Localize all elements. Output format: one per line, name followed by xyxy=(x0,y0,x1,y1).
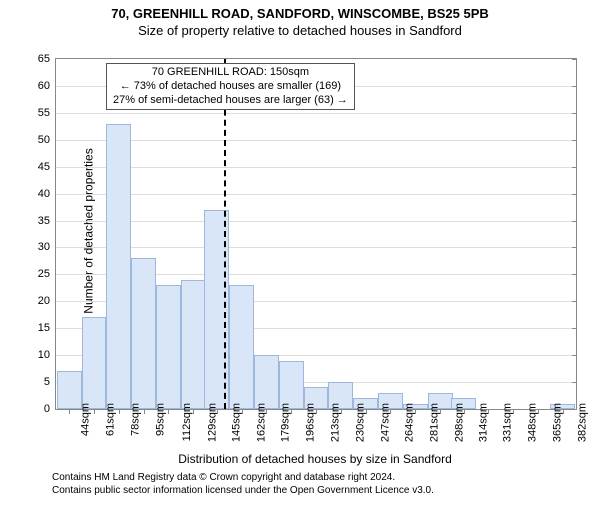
ytick-mark xyxy=(572,140,577,141)
ytick-label: 20 xyxy=(38,295,56,307)
annotation-line2: ← 73% of detached houses are smaller (16… xyxy=(113,80,348,94)
xtick-mark xyxy=(464,409,465,414)
xtick-label: 281sqm xyxy=(429,403,441,442)
ytick-label: 45 xyxy=(38,161,56,173)
xtick-label: 382sqm xyxy=(576,403,588,442)
xtick-label: 230sqm xyxy=(354,403,366,442)
xtick-label: 162sqm xyxy=(255,403,267,442)
histogram-bar xyxy=(229,285,254,409)
ytick-mark xyxy=(572,301,577,302)
footer-attribution: Contains HM Land Registry data © Crown c… xyxy=(52,472,578,497)
title-address: 70, GREENHILL ROAD, SANDFORD, WINSCOMBE,… xyxy=(0,6,600,21)
footer-line2: Contains public sector information licen… xyxy=(52,485,578,498)
xtick-label: 213sqm xyxy=(330,403,342,442)
gridline xyxy=(56,167,576,168)
histogram-bar xyxy=(279,361,304,409)
histogram-bar xyxy=(82,317,107,409)
histogram-bar xyxy=(156,285,181,409)
xtick-mark xyxy=(513,409,514,414)
annotation-line3: 27% of semi-detached houses are larger (… xyxy=(113,94,348,108)
xtick-label: 314sqm xyxy=(477,403,489,442)
gridline xyxy=(56,194,576,195)
ytick-mark xyxy=(572,382,577,383)
ytick-mark xyxy=(572,355,577,356)
gridline xyxy=(56,140,576,141)
ytick-mark xyxy=(572,274,577,275)
ytick-mark xyxy=(572,113,577,114)
ytick-label: 55 xyxy=(38,107,56,119)
gridline xyxy=(56,113,576,114)
xtick-label: 78sqm xyxy=(129,403,141,436)
xtick-mark xyxy=(193,409,194,414)
x-axis-label: Distribution of detached houses by size … xyxy=(55,452,575,466)
xtick-mark xyxy=(144,409,145,414)
xtick-label: 348sqm xyxy=(527,403,539,442)
ytick-mark xyxy=(572,59,577,60)
xtick-mark xyxy=(217,409,218,414)
xtick-mark xyxy=(488,409,489,414)
xtick-label: 331sqm xyxy=(502,403,514,442)
xtick-mark xyxy=(119,409,120,414)
xtick-label: 264sqm xyxy=(404,403,416,442)
ytick-label: 40 xyxy=(38,188,56,200)
histogram-bar xyxy=(57,371,82,409)
gridline xyxy=(56,221,576,222)
ytick-label: 0 xyxy=(44,403,56,415)
ytick-label: 50 xyxy=(38,134,56,146)
xtick-label: 196sqm xyxy=(305,403,317,442)
ytick-label: 35 xyxy=(38,215,56,227)
xtick-label: 145sqm xyxy=(230,403,242,442)
xtick-mark xyxy=(415,409,416,414)
ytick-mark xyxy=(572,221,577,222)
histogram-bar xyxy=(106,124,131,409)
ytick-label: 5 xyxy=(44,376,56,388)
xtick-mark xyxy=(291,409,292,414)
xtick-mark xyxy=(168,409,169,414)
xtick-label: 365sqm xyxy=(552,403,564,442)
histogram-bar xyxy=(131,258,156,409)
xtick-mark xyxy=(440,409,441,414)
ytick-label: 10 xyxy=(38,349,56,361)
ytick-mark xyxy=(572,328,577,329)
annotation-line1: 70 GREENHILL ROAD: 150sqm xyxy=(113,66,348,80)
annotation-box: 70 GREENHILL ROAD: 150sqm ← 73% of detac… xyxy=(106,63,355,110)
xtick-mark xyxy=(341,409,342,414)
xtick-label: 247sqm xyxy=(379,403,391,442)
ytick-label: 25 xyxy=(38,268,56,280)
xtick-mark xyxy=(266,409,267,414)
ytick-mark xyxy=(572,194,577,195)
xtick-label: 61sqm xyxy=(104,403,116,436)
title-subtitle: Size of property relative to detached ho… xyxy=(0,23,600,38)
footer-line1: Contains HM Land Registry data © Crown c… xyxy=(52,472,578,485)
xtick-mark xyxy=(538,409,539,414)
histogram-bar xyxy=(181,280,206,409)
xtick-mark xyxy=(94,409,95,414)
ytick-mark xyxy=(572,86,577,87)
xtick-mark xyxy=(366,409,367,414)
ytick-label: 30 xyxy=(38,241,56,253)
histogram-plot: 0510152025303540455055606544sqm61sqm78sq… xyxy=(55,58,577,410)
ytick-mark xyxy=(572,167,577,168)
xtick-label: 179sqm xyxy=(280,403,292,442)
histogram-bar xyxy=(254,355,279,409)
xtick-mark xyxy=(316,409,317,414)
ytick-label: 60 xyxy=(38,80,56,92)
xtick-label: 95sqm xyxy=(154,403,166,436)
xtick-mark xyxy=(390,409,391,414)
ytick-label: 65 xyxy=(38,53,56,65)
xtick-mark xyxy=(563,409,564,414)
ytick-mark xyxy=(572,247,577,248)
xtick-mark xyxy=(242,409,243,414)
xtick-mark xyxy=(69,409,70,414)
property-marker-line xyxy=(224,59,226,409)
xtick-label: 44sqm xyxy=(80,403,92,436)
xtick-label: 112sqm xyxy=(182,403,194,441)
ytick-label: 15 xyxy=(38,322,56,334)
gridline xyxy=(56,247,576,248)
